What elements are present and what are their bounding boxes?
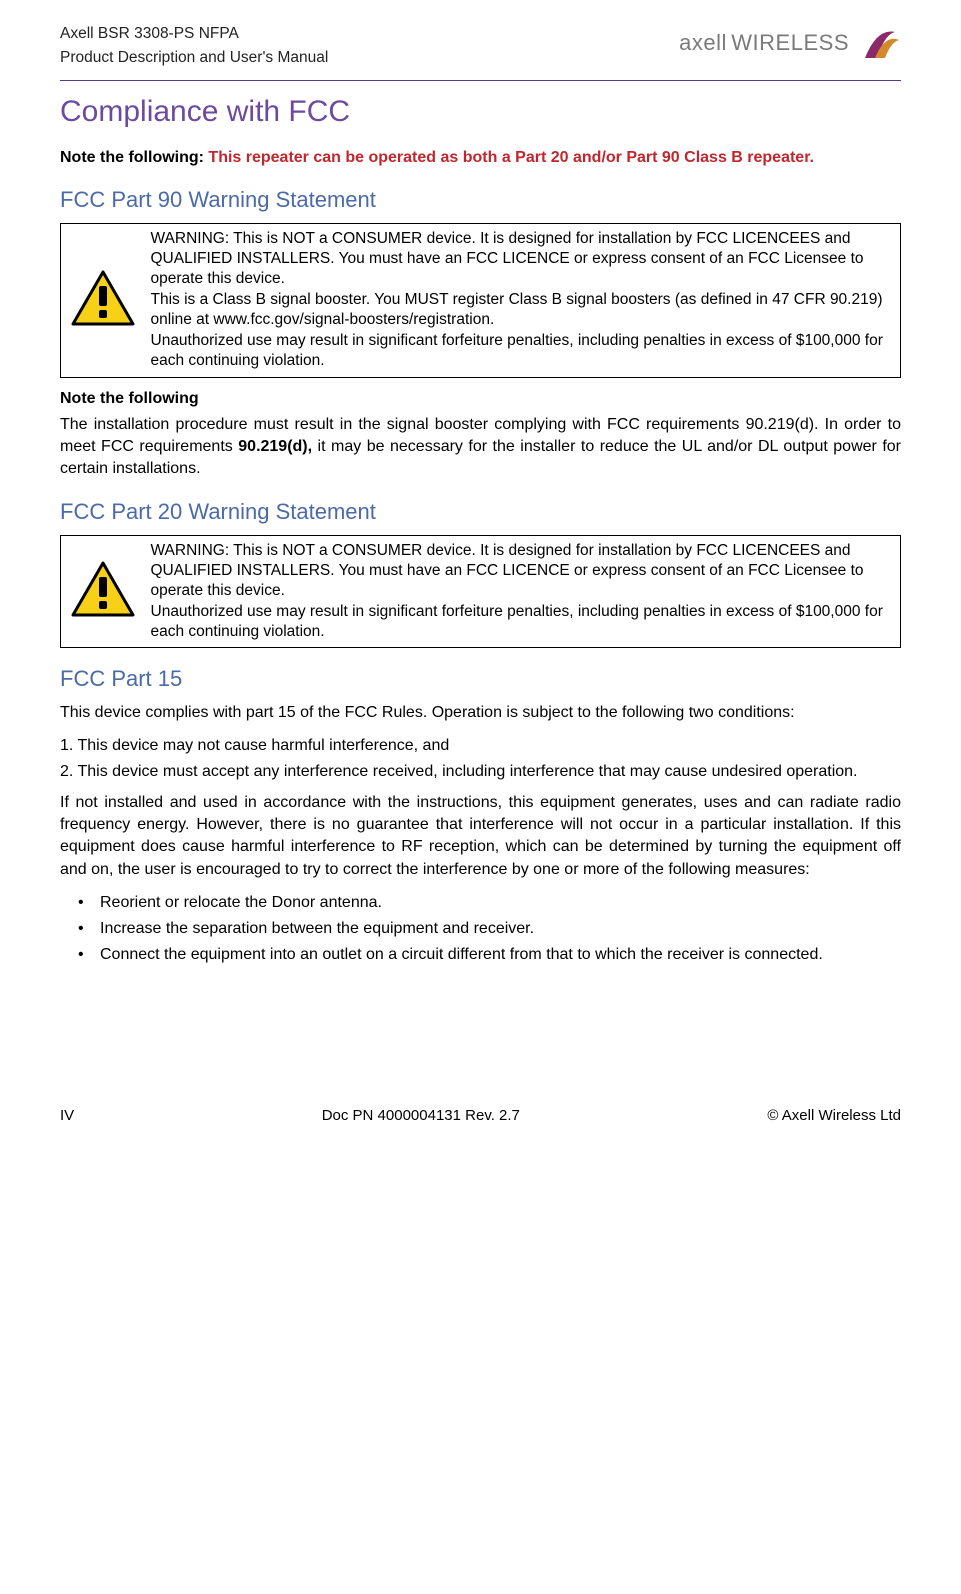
- logo-name: axell: [679, 30, 727, 55]
- p20-warn-line1: WARNING: This is NOT a CONSUMER device. …: [151, 541, 895, 601]
- p15-cond1: 1. This device may not cause harmful int…: [60, 735, 901, 757]
- part20-warning-box: WARNING: This is NOT a CONSUMER device. …: [60, 535, 901, 649]
- footer-copyright: © Axell Wireless Ltd: [767, 1107, 901, 1124]
- list-item: Connect the equipment into an outlet on …: [100, 943, 901, 967]
- note-body: This repeater can be operated as both a …: [208, 149, 814, 166]
- product-code: Axell BSR 3308-PS NFPA: [60, 22, 328, 46]
- warning-triangle-icon: [71, 270, 135, 326]
- p15-body: If not installed and used in accordance …: [60, 792, 901, 882]
- p90-warn-line2: This is a Class B signal booster. You MU…: [151, 290, 895, 330]
- logo-sub: WIRELESS: [731, 30, 849, 55]
- p90-install-para: The installation procedure must result i…: [60, 414, 901, 481]
- p90-subhead: Note the following: [60, 390, 901, 408]
- part90-warning-box: WARNING: This is NOT a CONSUMER device. …: [60, 223, 901, 378]
- part90-warning-text: WARNING: This is NOT a CONSUMER device. …: [145, 223, 901, 377]
- part15-heading: FCC Part 15: [60, 666, 901, 692]
- header-left: Axell BSR 3308-PS NFPA Product Descripti…: [60, 22, 328, 70]
- p15-cond2: 2. This device must accept any interfere…: [60, 761, 901, 783]
- p15-intro: This device complies with part 15 of the…: [60, 702, 901, 724]
- warning-icon-cell: [61, 223, 145, 377]
- part20-warning-text: WARNING: This is NOT a CONSUMER device. …: [145, 535, 901, 648]
- logo-text-block: axell WIRELESS: [679, 30, 849, 56]
- p15-measures-list: Reorient or relocate the Donor antenna. …: [60, 891, 901, 967]
- logo-swoosh-icon: [855, 20, 901, 66]
- page-title: Compliance with FCC: [60, 95, 901, 129]
- page-header: Axell BSR 3308-PS NFPA Product Descripti…: [60, 20, 901, 76]
- footer-doc-rev: Doc PN 4000004131 Rev. 2.7: [322, 1107, 520, 1124]
- note-lead: Note the following:: [60, 149, 208, 166]
- p90-warn-line1: WARNING: This is NOT a CONSUMER device. …: [151, 229, 895, 289]
- part20-heading: FCC Part 20 Warning Statement: [60, 499, 901, 525]
- p20-warn-line2: Unauthorized use may result in significa…: [151, 602, 895, 642]
- warning-icon-cell: [61, 535, 145, 648]
- list-item: Increase the separation between the equi…: [100, 917, 901, 941]
- page-footer: IV Doc PN 4000004131 Rev. 2.7 © Axell Wi…: [60, 1107, 901, 1124]
- repeater-note: Note the following: This repeater can be…: [60, 147, 901, 169]
- doc-subtitle: Product Description and User's Manual: [60, 46, 328, 70]
- header-rule: [60, 80, 901, 81]
- part90-heading: FCC Part 90 Warning Statement: [60, 187, 901, 213]
- footer-page: IV: [60, 1107, 74, 1124]
- p90-para-b: 90.219(d),: [238, 438, 312, 455]
- list-item: Reorient or relocate the Donor antenna.: [100, 891, 901, 915]
- p90-warn-line3: Unauthorized use may result in significa…: [151, 331, 895, 371]
- axell-logo: axell WIRELESS: [679, 20, 901, 70]
- warning-triangle-icon: [71, 561, 135, 617]
